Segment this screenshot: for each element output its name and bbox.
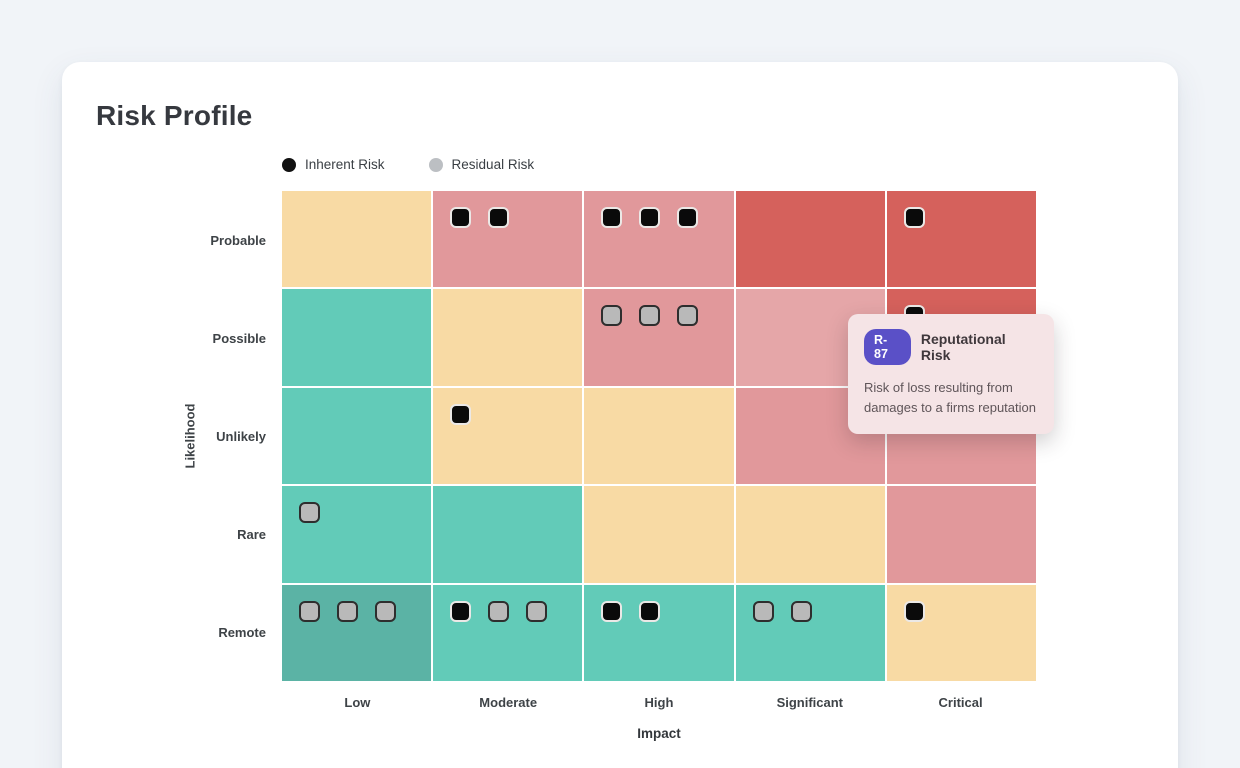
risk-cell-rare-moderate[interactable]: [433, 486, 583, 583]
col-label-high: High: [644, 695, 674, 710]
tooltip-header: R-87 Reputational Risk: [864, 329, 1038, 365]
col-label-significant: Significant: [776, 695, 844, 710]
row-label-rare: Rare: [237, 526, 266, 542]
risk-cell-rare-significant[interactable]: [735, 486, 885, 583]
risk-cell-remote-moderate[interactable]: [433, 584, 583, 681]
risk-cell-probable-low[interactable]: [282, 191, 432, 288]
inherent-risk-marker[interactable]: [488, 207, 510, 228]
inherent-risk-marker[interactable]: [450, 207, 472, 228]
residual-risk-marker[interactable]: [488, 600, 510, 622]
legend-item-inherent-risk[interactable]: Inherent Risk: [282, 157, 385, 172]
risk-cell-unlikely-high[interactable]: [584, 387, 734, 485]
inherent-risk-marker[interactable]: [639, 600, 661, 622]
tooltip-risk-description: Risk of loss resulting from damages to a…: [864, 380, 1036, 415]
risk-cell-unlikely-moderate[interactable]: [433, 387, 583, 485]
x-axis-title: Impact: [637, 726, 681, 741]
row-label-remote: Remote: [218, 624, 266, 640]
impact-axis-labels: Low Moderate High Significant Critical: [282, 695, 1036, 710]
risk-cell-remote-low[interactable]: [282, 584, 432, 681]
inherent-risk-marker[interactable]: [450, 600, 472, 622]
legend-item-residual-risk[interactable]: Residual Risk: [428, 157, 535, 172]
row-label-probable: Probable: [210, 232, 266, 248]
legend-label: Inherent Risk: [305, 157, 385, 172]
risk-id-badge: R-87: [864, 329, 911, 365]
risk-cell-possible-moderate[interactable]: [433, 289, 583, 386]
residual-risk-dot-icon: [428, 157, 443, 172]
col-label-moderate: Moderate: [479, 695, 538, 710]
risk-cell-probable-moderate[interactable]: [433, 191, 583, 288]
risk-cell-rare-low[interactable]: [282, 486, 432, 583]
residual-risk-marker[interactable]: [677, 305, 699, 327]
residual-risk-marker[interactable]: [752, 600, 774, 622]
risk-profile-card: Risk Profile Inherent Risk Residual Risk…: [62, 62, 1178, 768]
risk-cell-remote-significant[interactable]: [735, 584, 885, 681]
inherent-risk-marker[interactable]: [601, 600, 623, 622]
row-label-possible: Possible: [212, 330, 266, 346]
residual-risk-marker[interactable]: [299, 502, 320, 524]
inherent-risk-marker[interactable]: [903, 600, 925, 622]
residual-risk-marker[interactable]: [375, 600, 396, 622]
risk-cell-probable-significant[interactable]: [735, 191, 885, 288]
residual-risk-marker[interactable]: [337, 600, 358, 622]
risk-cell-possible-low[interactable]: [282, 289, 432, 386]
risk-cell-possible-high[interactable]: [584, 289, 734, 386]
residual-risk-marker[interactable]: [601, 305, 623, 327]
legend-label: Residual Risk: [451, 157, 535, 172]
page-title: Risk Profile: [96, 100, 253, 131]
residual-risk-marker[interactable]: [299, 600, 320, 622]
y-axis-title: Likelihood: [182, 403, 198, 469]
inherent-risk-marker[interactable]: [601, 207, 623, 228]
residual-risk-marker[interactable]: [639, 305, 661, 327]
col-label-critical: Critical: [938, 695, 983, 710]
residual-risk-marker[interactable]: [526, 600, 548, 622]
inherent-risk-marker[interactable]: [450, 403, 472, 425]
risk-cell-probable-high[interactable]: [584, 191, 734, 288]
risk-cell-probable-critical[interactable]: [886, 191, 1036, 288]
likelihood-axis-labels: Probable Possible Unlikely Rare Remote: [62, 191, 266, 681]
risk-cell-remote-critical[interactable]: [886, 584, 1036, 681]
risk-cell-remote-high[interactable]: [584, 584, 734, 681]
inherent-risk-marker[interactable]: [677, 207, 699, 228]
inherent-risk-marker[interactable]: [639, 207, 661, 228]
risk-matrix: [282, 191, 1036, 681]
row-label-unlikely: Unlikely: [216, 428, 266, 444]
chart-legend: Inherent Risk Residual Risk: [282, 157, 534, 172]
inherent-risk-marker[interactable]: [903, 207, 925, 228]
inherent-risk-dot-icon: [282, 157, 296, 172]
risk-cell-rare-critical[interactable]: [886, 486, 1036, 583]
risk-cell-rare-high[interactable]: [584, 486, 734, 583]
risk-tooltip: R-87 Reputational Risk Risk of loss resu…: [848, 314, 1054, 434]
risk-cell-unlikely-low[interactable]: [282, 387, 432, 485]
tooltip-risk-title: Reputational Risk: [920, 331, 1006, 363]
residual-risk-marker[interactable]: [790, 600, 812, 622]
col-label-low: Low: [344, 695, 371, 710]
